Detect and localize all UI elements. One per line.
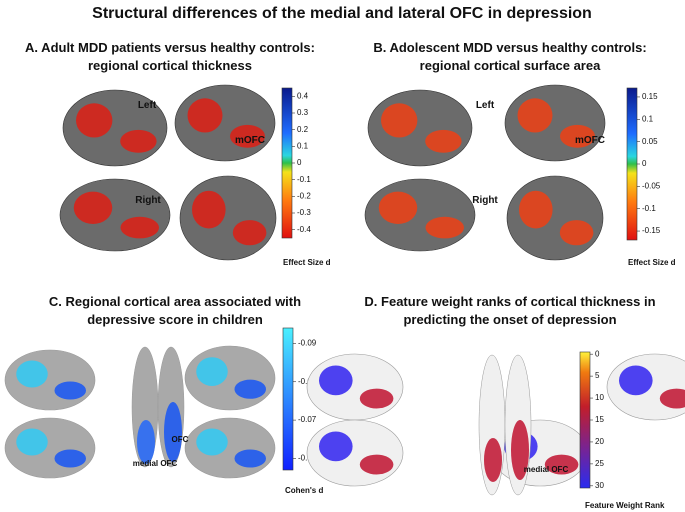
brain-region: [73, 191, 113, 224]
colorbar-tick-label: -0.05: [642, 181, 661, 190]
brain-region: [659, 388, 685, 409]
colorbar-tick-label: -0.09: [298, 338, 317, 347]
annotation: medial OFC: [524, 465, 569, 474]
brain-region: [381, 103, 418, 138]
colorbar-tick-label: -0.1: [642, 204, 656, 213]
colorbar-tick-label: -0.15: [642, 226, 661, 235]
brain-region: [16, 428, 48, 456]
colorbar-tick-label: -0.4: [297, 225, 311, 234]
brain-region: [137, 420, 155, 464]
colorbar-tick-label: 0.4: [297, 91, 309, 100]
brain-region: [359, 388, 394, 409]
brain-region: [484, 438, 502, 482]
panel-title: D. Feature weight ranks of cortical thic…: [364, 294, 655, 309]
panel-title: regional cortical surface area: [420, 58, 601, 73]
brain-region: [234, 379, 266, 399]
annotation: Right: [135, 195, 161, 206]
brain-region: [54, 449, 86, 468]
colorbar-tick-label: -0.1: [297, 175, 311, 184]
colorbar-tick-label: 0.05: [642, 137, 658, 146]
colorbar-tick-label: 0.1: [642, 114, 654, 123]
colorbar-tick-label: 0: [595, 349, 600, 358]
brain-region: [192, 190, 226, 229]
panel-title: B. Adolescent MDD versus healthy control…: [373, 40, 646, 55]
colorbar-tick-label: -0.07: [298, 415, 317, 424]
brain-region: [164, 402, 182, 462]
brain-region: [76, 103, 113, 138]
annotation: OFC: [172, 435, 189, 444]
colorbar-tick-label: 0.2: [297, 125, 309, 134]
brain-region: [54, 381, 86, 400]
colorbar-label: Feature Weight Rank: [585, 501, 665, 510]
brain-region: [196, 428, 228, 456]
colorbar-tick-label: -0.2: [297, 191, 311, 200]
brain-region: [319, 365, 353, 396]
colorbar-tick-label: 5: [595, 371, 600, 380]
panel-title: depressive score in children: [87, 312, 263, 327]
brain-region: [560, 124, 595, 148]
figure-title: Structural differences of the medial and…: [92, 5, 592, 22]
annotation: Left: [476, 100, 495, 111]
annotation: Left: [138, 100, 157, 111]
colorbar-tick-label: 10: [595, 393, 604, 402]
colorbar-tick-label: 0: [642, 159, 647, 168]
colorbar-label: Cohen's d: [285, 486, 323, 495]
brain-region: [230, 124, 265, 148]
colorbar-tick-label: 20: [595, 437, 604, 446]
brain-region: [120, 216, 159, 239]
colorbar: [579, 351, 591, 489]
brain-region: [517, 98, 553, 133]
brain-region: [425, 129, 462, 153]
panel-title: predicting the onset of depression: [403, 312, 616, 327]
brain-region: [232, 220, 267, 246]
brain-region: [511, 420, 529, 480]
panel-title: A. Adult MDD patients versus healthy con…: [25, 40, 315, 55]
colorbar-tick-label: -0.3: [297, 208, 311, 217]
colorbar-label: Effect Size d: [283, 258, 331, 267]
panel-title: regional cortical thickness: [88, 58, 252, 73]
brain-region: [559, 220, 594, 246]
brain-region: [196, 357, 228, 386]
colorbar-tick-label: 0.1: [297, 141, 309, 150]
brain-region: [359, 454, 394, 475]
brain-region: [619, 365, 653, 396]
panel-title: C. Regional cortical area associated wit…: [49, 294, 301, 309]
brain-region: [234, 449, 266, 468]
brain-region: [187, 98, 223, 133]
annotation: Right: [472, 195, 498, 206]
brain-region: [519, 190, 553, 229]
colorbar-tick-label: 30: [595, 481, 604, 490]
brain-region: [544, 454, 579, 475]
annotation: medial OFC: [133, 459, 178, 468]
colorbar: [626, 87, 638, 241]
colorbar-label: Effect Size d: [628, 258, 676, 267]
colorbar-tick-label: 25: [595, 459, 604, 468]
colorbar: [282, 327, 294, 471]
brain-region: [425, 216, 464, 239]
colorbar-tick-label: 0.15: [642, 92, 658, 101]
annotation: mOFC: [235, 135, 265, 146]
brain-region: [16, 360, 48, 388]
colorbar-tick-label: 0.3: [297, 108, 309, 117]
annotation: mOFC: [575, 135, 605, 146]
brain-region: [378, 191, 418, 224]
brain-region: [319, 431, 353, 462]
brain-region: [120, 129, 157, 153]
colorbar: [281, 87, 293, 239]
colorbar-tick-label: 15: [595, 415, 604, 424]
colorbar-tick-label: 0: [297, 158, 302, 167]
